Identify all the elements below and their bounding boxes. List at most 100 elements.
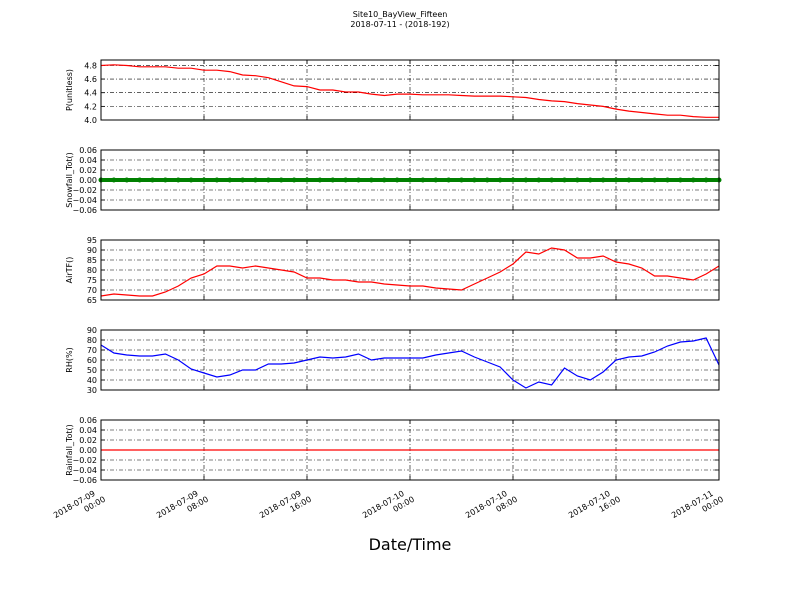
data-point <box>510 177 516 183</box>
data-point <box>368 177 374 183</box>
x-tick-label: 2018-07-1000:00 <box>361 486 416 529</box>
data-point <box>639 177 645 183</box>
data-point <box>381 177 387 183</box>
data-point <box>162 177 168 183</box>
y-tick-label: 0.00 <box>79 446 97 455</box>
y-tick-label: 50 <box>87 366 97 375</box>
plot-frame <box>100 239 720 301</box>
y-tick-label: −0.06 <box>72 206 97 215</box>
y-tick-label: 0.00 <box>79 176 97 185</box>
data-point <box>497 177 503 183</box>
data-point <box>201 177 207 183</box>
data-point <box>330 177 336 183</box>
y-tick-label: 4.4 <box>84 89 97 98</box>
data-point <box>278 177 284 183</box>
data-point <box>304 177 310 183</box>
y-tick-label: 0.04 <box>79 426 97 435</box>
data-point <box>420 177 426 183</box>
y-tick-label: 95 <box>87 236 97 245</box>
data-point <box>111 177 117 183</box>
data-point <box>356 177 361 183</box>
x-tick-label: 2018-07-0900:00 <box>52 486 107 529</box>
data-point <box>587 177 593 183</box>
plot-frame <box>100 419 720 481</box>
data-line <box>100 64 719 118</box>
data-point <box>562 177 567 183</box>
plot-frame <box>100 329 720 391</box>
data-point <box>652 177 658 183</box>
data-point <box>665 177 670 183</box>
y-tick-label: 90 <box>87 246 97 255</box>
y-tick-label: 75 <box>87 276 97 285</box>
y-axis-label: Snowfall_Tot() <box>65 152 74 208</box>
data-point <box>188 177 194 183</box>
y-tick-label: 60 <box>87 356 97 365</box>
y-tick-label: 4.8 <box>84 61 97 70</box>
data-point <box>291 177 297 183</box>
data-point <box>690 177 696 183</box>
data-point <box>471 177 477 183</box>
data-point <box>240 177 246 183</box>
x-tick-label: 2018-07-0908:00 <box>155 486 210 529</box>
plot-frame <box>100 149 720 211</box>
data-point <box>227 177 233 183</box>
data-point <box>613 177 619 183</box>
y-tick-label: 65 <box>87 296 97 305</box>
plot-frame <box>100 59 720 121</box>
y-tick-label: 70 <box>87 286 97 295</box>
y-tick-label: −0.04 <box>72 466 97 475</box>
data-point <box>459 177 464 183</box>
y-tick-label: 0.04 <box>79 156 97 165</box>
chart-title: Site10_BayView_Fifteen <box>353 10 448 19</box>
data-point <box>214 177 220 183</box>
y-tick-label: 0.06 <box>79 146 97 155</box>
data-point <box>600 177 606 183</box>
data-point <box>574 177 580 183</box>
data-point <box>343 177 349 183</box>
data-point <box>394 177 400 183</box>
y-tick-label: 80 <box>87 266 97 275</box>
x-tick-label: 2018-07-1016:00 <box>567 486 622 529</box>
x-axis-label: Date/Time <box>369 535 452 554</box>
data-point <box>124 177 130 183</box>
y-tick-label: 0.02 <box>79 436 97 445</box>
data-point <box>265 177 271 183</box>
data-point <box>523 177 529 183</box>
data-point <box>626 177 632 183</box>
data-point <box>407 177 413 183</box>
data-line <box>100 247 720 297</box>
chart-subtitle: 2018-07-11 - (2018-192) <box>350 20 449 29</box>
data-point <box>175 177 181 183</box>
data-point <box>536 177 542 183</box>
y-tick-label: −0.02 <box>72 186 97 195</box>
y-tick-label: 0.02 <box>79 166 97 175</box>
y-tick-label: 90 <box>87 326 97 335</box>
x-tick-label: 2018-07-0916:00 <box>258 486 313 529</box>
data-line <box>100 337 720 389</box>
data-point <box>137 177 143 183</box>
y-axis-label: Rainfall_Tot() <box>65 424 74 476</box>
y-axis-label: AirTF() <box>65 257 74 284</box>
data-point <box>150 177 155 183</box>
y-tick-label: 4.0 <box>84 116 97 125</box>
data-point <box>253 177 258 183</box>
data-point <box>317 177 323 183</box>
data-point <box>703 177 709 183</box>
y-tick-label: 0.06 <box>79 416 97 425</box>
y-tick-label: 30 <box>87 386 97 395</box>
y-tick-label: 70 <box>87 346 97 355</box>
y-tick-label: −0.02 <box>72 456 97 465</box>
y-tick-label: 80 <box>87 336 97 345</box>
data-point <box>549 177 555 183</box>
x-tick-label: 2018-07-1008:00 <box>464 486 519 529</box>
y-tick-label: 4.2 <box>84 102 97 111</box>
data-point <box>484 177 490 183</box>
y-tick-label: 4.6 <box>84 75 97 84</box>
data-point <box>446 177 452 183</box>
y-axis-label: P(unitless) <box>65 69 74 111</box>
x-tick-label: 2018-07-1100:00 <box>670 486 725 529</box>
data-point <box>677 177 683 183</box>
y-tick-label: 40 <box>87 376 97 385</box>
